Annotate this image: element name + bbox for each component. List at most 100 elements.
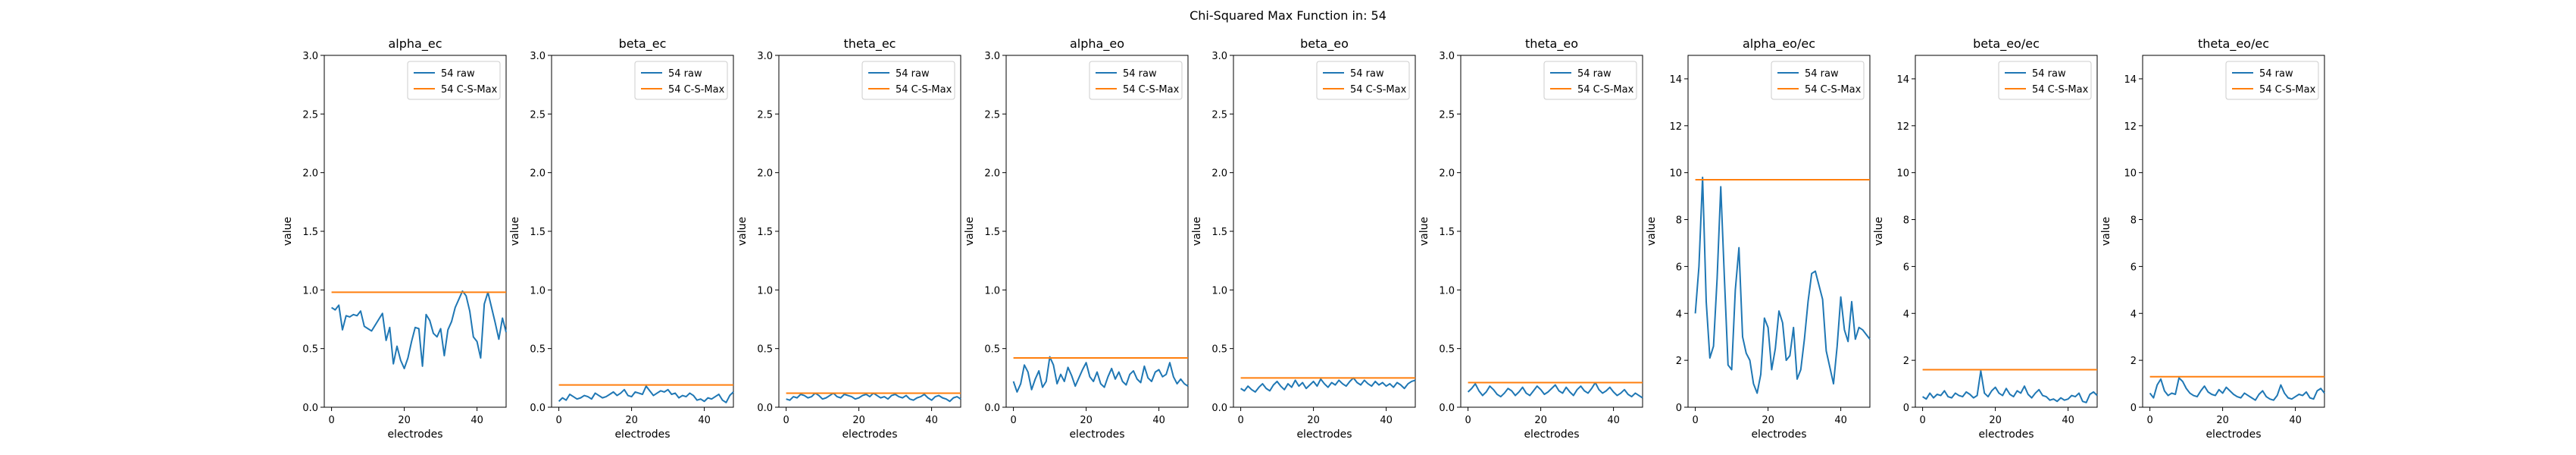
y-tick-label: 10 [1669,168,1682,180]
x-tick-label: 20 [625,415,638,426]
legend-box [2225,61,2319,100]
y-tick-label: 1.5 [984,227,1000,238]
axes-frame [2142,55,2325,408]
x-tick-label: 40 [1152,415,1165,426]
y-tick-label: 0 [1676,403,1682,414]
y-tick-label: 0.5 [1439,344,1455,356]
y-tick-label: 4 [1676,309,1682,320]
y-tick-label: 4 [2131,309,2137,320]
legend-entry: 54 C-S-Max [1805,84,1862,96]
legend-entry: 54 C-S-Max [668,84,725,96]
legend-entry: 54 raw [441,68,475,80]
y-tick-label: 4 [1903,309,1909,320]
y-tick-label: 2.0 [1439,168,1455,180]
y-tick-label: 14 [1896,74,1909,86]
y-tick-label: 0.5 [530,344,546,356]
legend: 54 raw 54 C-S-Max [1543,61,1637,100]
x-tick-label: 40 [1607,415,1620,426]
y-tick-label: 1.0 [530,285,546,297]
series-line-raw [786,392,961,403]
series-line-raw [1240,377,1416,393]
x-axis-label: electrodes [2206,428,2261,441]
x-tick-label: 0 [1692,415,1698,426]
legend-box [1998,61,2092,100]
legend: 54 raw 54 C-S-Max [634,61,728,100]
y-tick-label: 3.0 [1439,51,1455,62]
subplot-9: theta_eo/ec 0 2 4 6 8 10 12 14 0 20 40 electrodes val… [2100,36,2325,441]
y-tick-label: 1.0 [1211,285,1227,297]
y-axis-label: value [736,217,749,246]
axes-frame [551,55,734,408]
y-axis-label: value [509,217,521,246]
x-tick-label: 40 [1380,415,1393,426]
figure-suptitle: Chi-Squared Max Function in: 54 [1190,8,1386,23]
y-axis-label: value [964,217,976,246]
x-axis-label: electrodes [1524,428,1579,441]
y-tick-label: 10 [2124,168,2137,180]
y-tick-label: 2.0 [302,168,318,180]
y-tick-label: 6 [1676,262,1682,273]
y-tick-label: 14 [1669,74,1682,86]
subplot-title: beta_ec [619,36,667,52]
y-tick-label: 0.0 [1439,403,1455,414]
subplot-2: beta_ec 0.0 0.5 1.0 1.5 2.0 2.5 3.0 0 20 40 electro… [509,36,734,441]
y-tick-label: 3.0 [757,51,773,62]
subplot-title: alpha_ec [389,36,442,52]
legend-box [634,61,728,100]
y-axis-label: value [1873,217,1885,246]
y-tick-label: 1.0 [302,285,318,297]
x-axis-label: electrodes [842,428,897,441]
x-axis-label: electrodes [614,428,670,441]
axes-frame [778,55,961,408]
x-tick-label: 0 [1465,415,1471,426]
x-axis-label: electrodes [1978,428,2034,441]
x-tick-label: 0 [1919,415,1925,426]
y-tick-label: 3.0 [302,51,318,62]
legend-entry: 54 C-S-Max [1123,84,1180,96]
x-tick-label: 20 [852,415,865,426]
legend-entry: 54 raw [1805,68,1839,80]
y-axis-label: value [1646,217,1658,246]
legend: 54 raw 54 C-S-Max [2225,61,2319,100]
y-tick-label: 0.0 [757,403,773,414]
legend-entry: 54 raw [1350,68,1384,80]
axes-frame [324,55,507,408]
y-tick-label: 0 [2131,403,2137,414]
x-tick-label: 20 [1307,415,1320,426]
series-line-raw [1012,356,1189,393]
y-tick-label: 2.5 [530,109,546,121]
y-tick-label: 8 [2131,215,2137,227]
y-tick-label: 2.0 [530,168,546,180]
y-tick-label: 12 [1669,121,1682,133]
subplot-title: alpha_eo [1070,36,1124,52]
subplot-1: alpha_ec 0.0 0.5 1.0 1.5 2.0 2.5 3.0 0 20 40 electr… [282,36,507,441]
legend-entry: 54 raw [896,68,930,80]
x-tick-label: 0 [783,415,789,426]
legend-entry: 54 C-S-Max [1577,84,1634,96]
legend-entry: 54 raw [668,68,702,80]
legend-entry: 54 C-S-Max [2259,84,2316,96]
y-tick-label: 0 [1903,403,1909,414]
y-tick-label: 1.0 [757,285,773,297]
y-axis-label: value [1418,217,1430,246]
y-tick-label: 10 [1896,168,1909,180]
y-tick-label: 8 [1903,215,1909,227]
y-axis-label: value [282,217,294,246]
y-tick-label: 0.0 [302,403,318,414]
y-tick-label: 8 [1676,215,1682,227]
x-tick-label: 40 [925,415,938,426]
subplot-title: alpha_eo/ec [1743,36,1815,52]
y-tick-label: 0.5 [984,344,1000,356]
y-tick-label: 12 [2124,121,2137,133]
series-line-raw [1922,370,2098,403]
x-tick-label: 40 [1834,415,1847,426]
x-tick-label: 20 [1762,415,1774,426]
y-tick-label: 2.5 [1211,109,1227,121]
y-tick-label: 0.0 [1211,403,1227,414]
y-axis-label: value [1191,217,1203,246]
subplot-title: theta_ec [844,36,896,52]
legend: 54 raw 54 C-S-Max [1771,61,1865,100]
x-tick-label: 0 [555,415,561,426]
y-tick-label: 3.0 [1211,51,1227,62]
